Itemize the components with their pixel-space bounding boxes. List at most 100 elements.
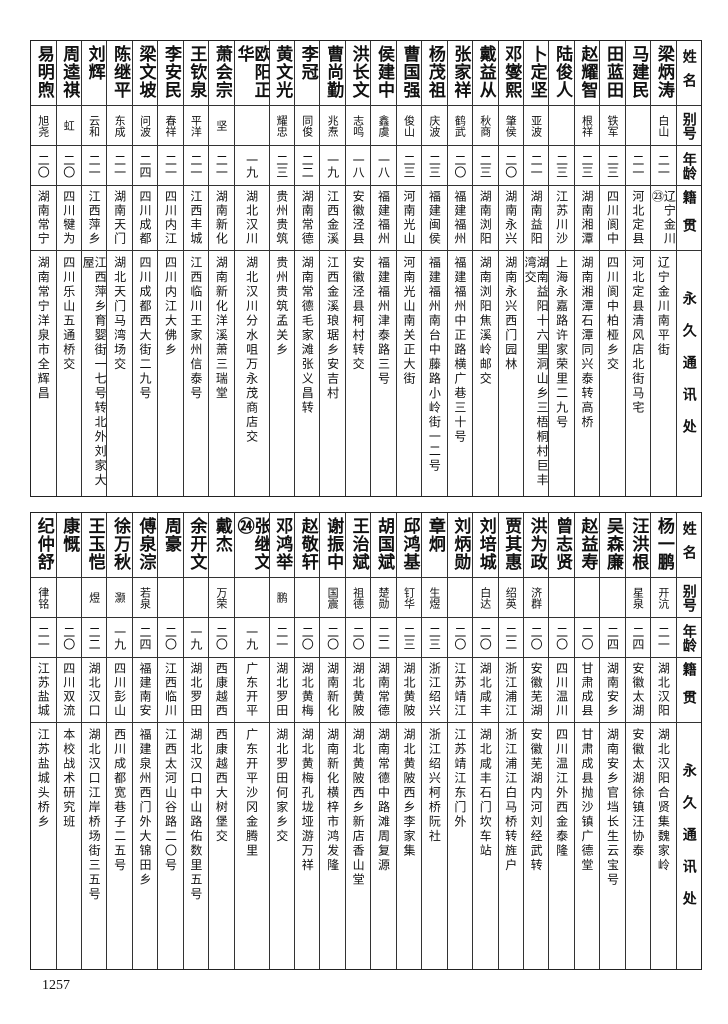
name-text: 陈继平	[110, 45, 131, 99]
address-text: 湖北黄梅孔垅垭游万祥	[300, 728, 315, 873]
alias-cell: 绍英	[498, 578, 523, 618]
native-cell: 浙江绍兴	[422, 658, 447, 723]
alias-text: 问波	[138, 114, 152, 137]
address-cell: 浙江绍兴柯桥阮社	[422, 723, 446, 969]
age-cell: 二一	[625, 146, 651, 186]
record-column: 戴益从 秋商 二三 湖南浏阳 湖南浏阳焦溪岭邮交	[472, 41, 498, 496]
name-text: 王玉恺	[84, 517, 105, 571]
address-text: 浙江绍兴柯桥阮社	[427, 728, 442, 844]
record-column: 李冠 同俊 二二 湖南常德 湖南常德毛家滩张义昌转	[294, 41, 320, 496]
name-cell: 陆俊人	[549, 41, 574, 106]
alias-cell: 鹤武	[447, 106, 473, 146]
record-column: 徐万秋灏一九 四川彭山 西川成都宽巷子二五号	[106, 513, 132, 969]
address-cell: 湖北汉川分水咀万永茂商店交	[235, 251, 269, 496]
address-cell: 河南光山南关正大街	[397, 251, 421, 496]
age-text: 二三	[274, 153, 289, 178]
record-column: 田蓝田 铁军 二三 四川阆中 四川阆中柏桠乡交	[599, 41, 625, 496]
name-text: 刘培城	[475, 517, 496, 571]
record-column: 张家祥 鹤武 二〇 福建福州 福建福州中正路横广巷三十号	[446, 41, 473, 496]
native-text: 湖北汉口	[87, 662, 102, 718]
name-text: 邓燮熙	[501, 45, 522, 99]
name-cell: 曹国强	[396, 41, 422, 106]
address-text: 湖南常宁洋泉市全辉昌	[36, 256, 51, 401]
age-cell: 二〇	[320, 618, 345, 658]
address-text: 湖南永兴西门园林	[503, 256, 518, 372]
age-cell: 二三	[574, 146, 600, 186]
alias-cell: 星泉	[625, 578, 651, 618]
name-text: 张家祥	[450, 45, 471, 99]
address-text: 江西太河山谷路二〇号	[163, 728, 178, 873]
name-text: 赵敬轩	[297, 517, 318, 571]
native-text: 浙江浦江	[503, 662, 518, 718]
name-cell: 邓鸿举	[269, 513, 294, 578]
name-text: 徐万秋	[110, 517, 131, 571]
alias-cell	[600, 578, 625, 618]
record-column: 刘辉 云和 二一 江西萍乡 江西萍乡育婴街一七号转北外刘家大屋	[80, 41, 107, 496]
name-text: 贾其惠	[501, 517, 522, 571]
name-cell: 赵耀智	[574, 41, 600, 106]
age-cell: 二三	[396, 146, 422, 186]
address-text: 福建福州南台中藤路小岭街一二号	[427, 256, 442, 474]
age-cell: 二四	[132, 618, 158, 658]
record-column: 康慨 二〇 四川双流 本校战术研究班	[55, 513, 81, 969]
address-cell: 西康越西大树堡交	[209, 723, 233, 969]
alias-cell: 庆波	[422, 106, 447, 146]
address-text: 广东开平沙冈金腾里	[244, 728, 259, 859]
address-cell: 安徽芜湖内河刘经武转	[524, 723, 548, 969]
name-cell: 张继文㉔	[234, 513, 269, 578]
age-cell: 二二	[498, 618, 523, 658]
header-name-text: 姓名	[680, 49, 697, 97]
name-cell: 梁文坡	[132, 41, 158, 106]
age-text: 二四	[630, 625, 645, 650]
alias-text: 国震	[326, 586, 340, 609]
alias-cell: 俊山	[396, 106, 422, 146]
age-cell: 二一	[81, 146, 107, 186]
alias-text: 铁军	[605, 114, 619, 137]
address-cell: 湖南新化洋溪萧三瑞堂	[209, 251, 233, 496]
address-text: 湖北黄陂西乡新店香山堂	[351, 728, 366, 888]
address-cell: 湖北汉口江岸桥场街三五号	[82, 723, 106, 969]
address-cell: 湖北咸丰石门坎车站	[473, 723, 497, 969]
record-column: 余开文 一九 湖北罗田 湖北汉口中山路佑数里五号	[182, 513, 209, 969]
address-cell: 江苏靖江东门外	[448, 723, 472, 969]
alias-text: 虹	[62, 120, 76, 131]
age-text: 二〇	[61, 625, 76, 650]
record-column: 刘培城 白达 二〇 湖北咸丰 湖北咸丰石门坎车站	[472, 513, 498, 969]
address-text: 江西萍乡育婴街一七号转北外刘家大屋	[81, 256, 107, 488]
native-cell: 湖南湘潭	[574, 186, 600, 251]
address-text: 安徽芜湖内河刘经武转	[529, 728, 544, 873]
alias-cell: 坚	[209, 106, 234, 146]
native-cell: 湖北汉阳	[651, 658, 676, 723]
native-text: 福建闽侯	[427, 190, 442, 246]
address-cell: 湖南益阳十六里洞山乡三梧桐村巨丰湾交	[524, 251, 548, 496]
native-cell: 福建南安	[132, 658, 158, 723]
native-text: 四川温川	[554, 662, 569, 718]
age-cell: 二〇	[523, 618, 549, 658]
alias-cell: 生煜	[422, 578, 447, 618]
name-cell: 曾志贤	[549, 513, 574, 578]
name-cell: 汪洪根	[625, 513, 651, 578]
alias-text: 庆波	[427, 114, 441, 137]
alias-cell: 兆焘	[320, 106, 345, 146]
native-text: 江苏靖江	[452, 662, 467, 718]
name-text: 王治斌	[348, 517, 369, 571]
name-text: 李安民	[160, 45, 181, 99]
native-text: 江西临川	[163, 662, 178, 718]
name-text: 胡国斌	[374, 517, 395, 571]
age-text: 二一	[36, 625, 51, 650]
age-text: 二一	[274, 625, 289, 650]
name-text: 黄文光	[272, 45, 293, 99]
native-cell: 浙江浦江	[498, 658, 523, 723]
address-text: 湖南新化洋溪萧三瑞堂	[214, 256, 229, 401]
age-text: 一八	[376, 153, 391, 178]
name-cell: 周逵祺	[56, 41, 81, 106]
age-cell: 二二	[295, 146, 320, 186]
address-text: 四川阆中柏桠乡交	[605, 256, 620, 372]
native-cell: 湖南新化	[209, 186, 234, 251]
name-text: 杨一鹏	[653, 517, 674, 571]
address-cell: 湖南常德毛家滩张义昌转	[295, 251, 319, 496]
native-cell: 湖南永兴	[498, 186, 523, 251]
age-cell: 二三	[422, 618, 447, 658]
native-cell: 湖南常德	[295, 186, 320, 251]
record-column: 纪仲舒 律铭 二一 江苏盐城 江苏盐城头桥乡	[31, 513, 56, 969]
